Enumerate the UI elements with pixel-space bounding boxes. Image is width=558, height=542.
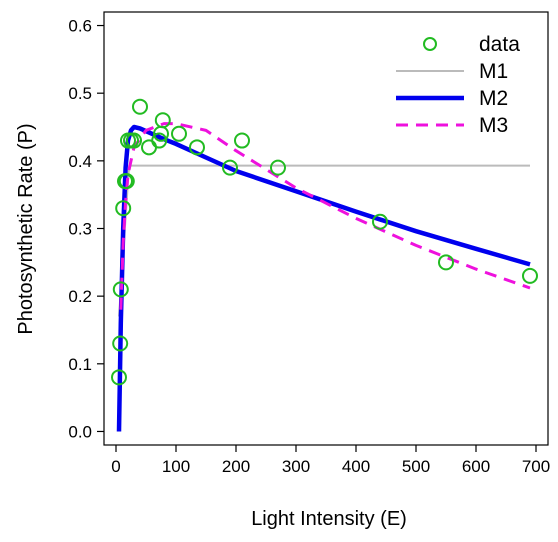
series-lines [116,122,531,432]
data-point [154,112,171,129]
legend-label-m1: M1 [479,60,508,83]
data-point [372,213,388,230]
y-axis-title: Photosynthetic Rate (P) [15,123,37,334]
data-point [222,159,238,176]
x-tick-label: 0 [111,457,120,476]
data-point [438,254,454,271]
x-axis: 0 100 200 300 400 500 600 700 [111,445,550,476]
legend: data M1 M2 M3 [396,33,520,137]
y-tick-label: 0.4 [68,152,92,171]
y-tick-label: 0.3 [68,220,92,239]
x-tick-label: 600 [462,457,490,476]
data-point [112,281,129,298]
data-point [115,200,132,217]
legend-label-m2: M2 [479,87,508,110]
data-point [111,369,127,386]
data-point [118,173,135,190]
y-tick-label: 0.5 [68,84,92,103]
y-axis: 0.0 0.1 0.2 0.3 0.4 0.5 0.6 [68,17,104,441]
x-tick-label: 300 [282,457,310,476]
series-line-m2 [116,124,531,432]
y-tick-label: 0.2 [68,287,92,306]
data-point [132,98,148,115]
x-tick-label: 700 [522,457,550,476]
x-tick-label: 500 [402,457,430,476]
data-point [171,125,187,142]
legend-label-m3: M3 [479,114,508,137]
legend-label-data: data [479,33,520,56]
x-tick-label: 100 [162,457,190,476]
legend-marker-data [423,37,437,51]
data-point [522,267,538,284]
y-tick-label: 0.1 [68,355,92,374]
data-point [141,139,157,156]
data-point [270,159,286,176]
data-point [151,132,168,149]
y-tick-label: 0.0 [68,422,92,441]
x-tick-label: 200 [222,457,250,476]
data-point [234,132,250,149]
data-point [112,335,129,352]
series-line-m3 [119,122,531,310]
data-point [189,139,205,156]
data-points [111,98,538,386]
data-point [126,132,142,149]
x-axis-title: Light Intensity (E) [251,508,407,530]
x-tick-label: 400 [342,457,370,476]
y-tick-label: 0.6 [68,17,92,36]
series-line-m1 [118,164,530,317]
